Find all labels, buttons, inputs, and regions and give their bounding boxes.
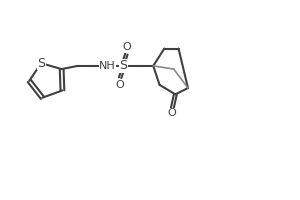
Text: O: O bbox=[116, 80, 124, 90]
Text: NH: NH bbox=[99, 61, 116, 71]
Text: O: O bbox=[168, 108, 177, 118]
Text: S: S bbox=[37, 57, 45, 70]
Text: O: O bbox=[122, 42, 131, 52]
Text: S: S bbox=[119, 59, 127, 72]
